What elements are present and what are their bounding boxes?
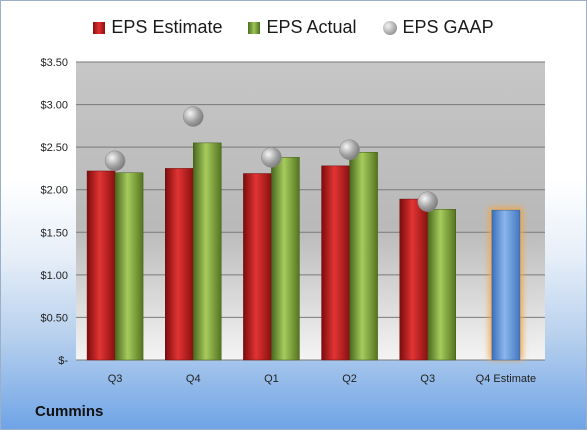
x-tick-label: Q2	[342, 373, 357, 385]
y-tick-label: $3.50	[40, 57, 68, 69]
bar-eps-estimate	[321, 165, 350, 361]
bar-eps-forecast	[491, 209, 521, 361]
point-eps-gaap	[183, 106, 204, 127]
legend-item-gaap: EPS GAAP	[382, 17, 494, 38]
point-eps-gaap	[339, 139, 360, 160]
plot-area	[76, 62, 545, 360]
x-tick-label: Q3	[108, 373, 123, 385]
legend: EPS Estimate EPS Actual EPS GAAP	[1, 17, 586, 38]
bar-eps-actual	[349, 152, 378, 361]
y-tick-label: $-	[58, 355, 68, 367]
legend-label-estimate: EPS Estimate	[111, 17, 223, 37]
y-tick-label: $2.50	[40, 142, 68, 154]
x-tick-label: Q3	[420, 373, 435, 385]
bar-eps-actual	[114, 172, 144, 361]
y-tick-label: $2.00	[40, 185, 68, 197]
bar-eps-actual	[427, 209, 456, 361]
bar-eps-actual	[271, 157, 300, 361]
x-tick-label: Q4 Estimate	[476, 373, 537, 385]
legend-label-gaap: EPS GAAP	[402, 17, 494, 37]
bar-eps-estimate	[165, 168, 194, 361]
gaap-marker-icon	[382, 20, 397, 35]
y-tick-label: $0.50	[40, 312, 68, 324]
bar-eps-estimate	[243, 173, 272, 361]
bar-eps-estimate	[86, 170, 116, 361]
bar-eps-estimate	[399, 198, 428, 361]
legend-label-actual: EPS Actual	[266, 17, 357, 37]
y-tick-label: $1.00	[40, 270, 68, 282]
estimate-swatch-icon	[93, 21, 106, 34]
y-tick-label: $1.50	[40, 227, 68, 239]
legend-item-actual: EPS Actual	[248, 17, 357, 38]
legend-item-estimate: EPS Estimate	[93, 17, 222, 38]
x-tick-label: Q4	[186, 373, 201, 385]
point-eps-gaap	[104, 150, 126, 172]
point-eps-gaap	[261, 147, 282, 168]
point-eps-gaap	[417, 191, 438, 212]
actual-swatch-icon	[248, 21, 261, 34]
x-tick-label: Q1	[264, 373, 279, 385]
y-tick-label: $3.00	[40, 100, 68, 112]
company-name: Cummins	[35, 403, 104, 420]
bar-eps-actual	[193, 142, 222, 361]
